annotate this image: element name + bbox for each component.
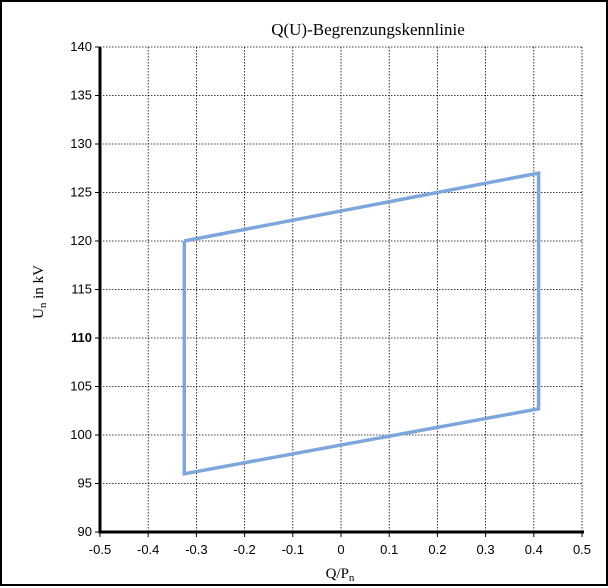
x-tick-label: 0 bbox=[337, 542, 344, 557]
y-tick-label: 110 bbox=[71, 330, 92, 345]
x-tick-label: -0.1 bbox=[282, 542, 304, 557]
x-tick-label: 0.4 bbox=[525, 542, 543, 557]
y-tick-label: 130 bbox=[70, 136, 92, 151]
x-tick-label: -0.5 bbox=[89, 542, 111, 557]
y-tick-label: 135 bbox=[70, 88, 92, 103]
y-tick-labels: 90 95 100 105 110 115 120 125 130 135 140 bbox=[70, 39, 92, 539]
x-tick-label: 0.3 bbox=[477, 542, 495, 557]
y-tick-label: 140 bbox=[70, 39, 92, 54]
y-tick-label: 100 bbox=[70, 427, 92, 442]
x-tick-label: 0.2 bbox=[428, 542, 446, 557]
y-axis-label: Un in kV bbox=[31, 265, 49, 319]
x-axis-label-main: Q/P bbox=[326, 566, 349, 582]
series-line bbox=[182, 170, 541, 476]
y-axis-label-rest: in kV bbox=[31, 265, 47, 303]
y-tick-label: 90 bbox=[78, 524, 92, 539]
x-tick-label: -0.3 bbox=[185, 542, 207, 557]
x-tick-label: -0.4 bbox=[137, 542, 159, 557]
axes bbox=[95, 46, 584, 537]
x-tick-label: 0.5 bbox=[573, 542, 591, 557]
y-tick-label: 120 bbox=[70, 233, 92, 248]
x-tick-label: 0.1 bbox=[380, 542, 398, 557]
grid bbox=[100, 46, 583, 532]
chart-title: Q(U)-Begrenzungskennlinie bbox=[271, 20, 465, 39]
y-tick-label: 125 bbox=[70, 185, 92, 200]
y-tick-label: 115 bbox=[71, 282, 92, 297]
series-group bbox=[182, 170, 541, 476]
x-tick-label: -0.2 bbox=[233, 542, 255, 557]
y-axis-label-main: U bbox=[31, 308, 47, 319]
y-tick-label: 95 bbox=[78, 476, 92, 491]
y-tick-label: 105 bbox=[70, 379, 92, 394]
x-axis-label-sub: n bbox=[349, 572, 355, 584]
x-axis-label: Q/Pn bbox=[326, 566, 355, 584]
x-tick-labels: -0.5 -0.4 -0.3 -0.2 -0.1 0 0.1 0.2 0.3 0.4 0.5 bbox=[89, 542, 591, 557]
y-axis-label-sub: n bbox=[37, 302, 49, 308]
